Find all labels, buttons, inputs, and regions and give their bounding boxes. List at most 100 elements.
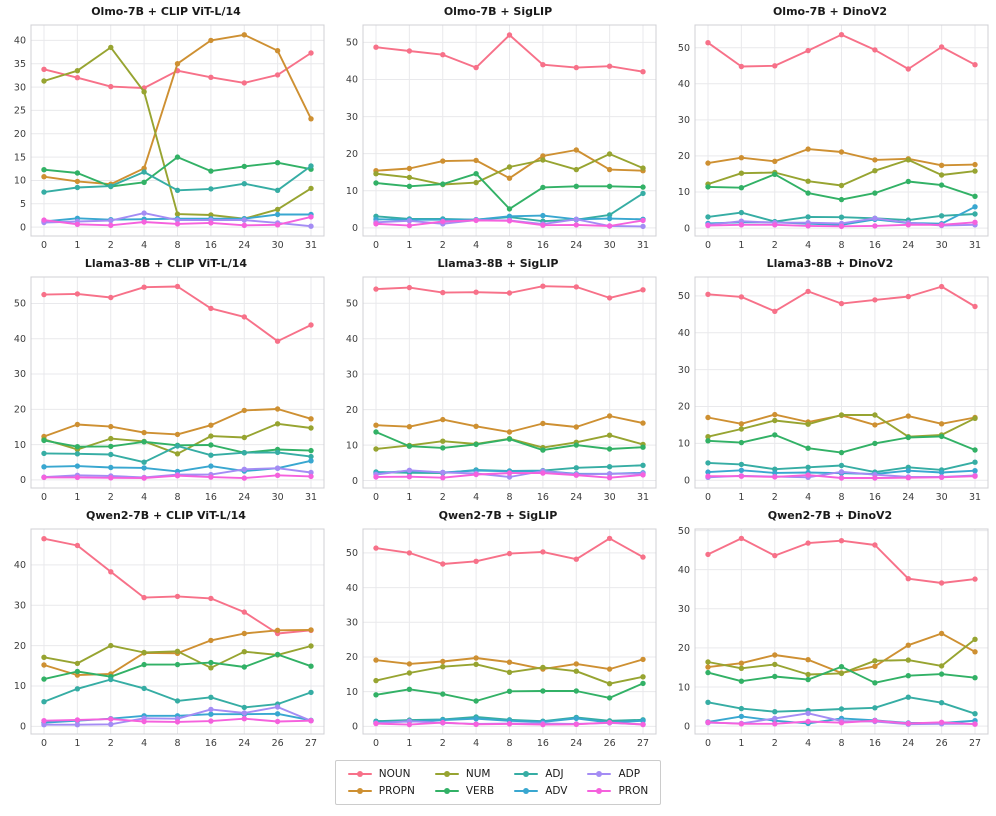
legend-item-num: NUM [434, 766, 494, 782]
figure-legend: NOUN PROPN NUM VERB ADJ ADV ADP PRON [0, 760, 996, 805]
legend-item-adv: ADV [514, 783, 567, 799]
svg-text:30: 30 [346, 112, 358, 123]
svg-text:8: 8 [506, 240, 512, 251]
chart-title: Llama3-8B + CLIP ViT-L/14 [84, 257, 248, 270]
svg-text:20: 20 [14, 641, 26, 652]
svg-text:4: 4 [473, 492, 479, 503]
svg-text:24: 24 [902, 240, 914, 251]
svg-text:30: 30 [936, 240, 948, 251]
svg-text:0: 0 [684, 721, 690, 732]
svg-text:24: 24 [570, 738, 582, 749]
svg-text:0: 0 [41, 738, 47, 749]
svg-text:40: 40 [346, 334, 358, 345]
legend-item-adp: ADP [587, 766, 648, 782]
svg-text:20: 20 [14, 405, 26, 416]
svg-text:2: 2 [440, 738, 446, 749]
legend-label: VERB [465, 785, 495, 797]
svg-text:4: 4 [141, 738, 147, 749]
svg-text:2: 2 [108, 738, 114, 749]
svg-text:4: 4 [473, 240, 479, 251]
svg-text:10: 10 [14, 440, 26, 451]
svg-text:0: 0 [373, 492, 379, 503]
svg-text:40: 40 [678, 328, 690, 339]
svg-text:50: 50 [346, 548, 358, 559]
svg-text:1: 1 [74, 492, 80, 503]
subplot-qwen27b-dinov2: Qwen2-7B + DinoV2 0 1 2 4 8 16 24 26 27 0 10 20 30 40… [664, 506, 996, 754]
svg-text:26: 26 [604, 738, 616, 749]
svg-text:27: 27 [637, 738, 649, 749]
pron-line-marker-icon [587, 786, 612, 796]
svg-text:16: 16 [869, 492, 881, 503]
svg-text:1: 1 [738, 240, 744, 251]
svg-text:0: 0 [20, 722, 26, 733]
svg-text:31: 31 [305, 492, 317, 503]
svg-text:30: 30 [678, 115, 690, 126]
svg-text:35: 35 [14, 59, 26, 70]
legend-label: ADJ [545, 768, 564, 780]
svg-text:30: 30 [936, 492, 948, 503]
svg-text:0: 0 [373, 240, 379, 251]
svg-text:30: 30 [272, 492, 284, 503]
svg-text:16: 16 [537, 492, 549, 503]
legend-box: NOUN PROPN NUM VERB ADJ ADV ADP PRON [334, 760, 662, 805]
svg-text:0: 0 [684, 223, 690, 234]
svg-text:2: 2 [772, 240, 778, 251]
svg-text:8: 8 [506, 738, 512, 749]
svg-text:24: 24 [238, 492, 250, 503]
legend-label: ADV [545, 785, 568, 797]
legend-item-noun: NOUN [347, 766, 415, 782]
subplot-olmo7b-dinov2: Olmo-7B + DinoV2 0 1 2 4 8 16 24 30 31 0 10 20 30 40 5… [664, 2, 996, 254]
svg-text:50: 50 [678, 526, 690, 537]
svg-text:0: 0 [705, 492, 711, 503]
svg-text:4: 4 [141, 492, 147, 503]
svg-text:16: 16 [869, 738, 881, 749]
svg-text:4: 4 [141, 240, 147, 251]
svg-text:1: 1 [406, 240, 412, 251]
svg-text:30: 30 [14, 369, 26, 380]
subplot-llama38b-dinov2: Llama3-8B + DinoV2 0 1 2 4 8 16 24 30 31 0 10 20 30 4… [664, 254, 996, 506]
svg-text:30: 30 [272, 240, 284, 251]
svg-text:8: 8 [838, 240, 844, 251]
svg-text:20: 20 [678, 151, 690, 162]
chart-title: Llama3-8B + SigLIP [437, 257, 559, 270]
svg-text:27: 27 [305, 738, 317, 749]
svg-text:10: 10 [346, 687, 358, 698]
svg-text:30: 30 [346, 618, 358, 629]
svg-text:20: 20 [346, 149, 358, 160]
svg-text:2: 2 [440, 240, 446, 251]
svg-text:50: 50 [346, 38, 358, 49]
svg-text:4: 4 [805, 492, 811, 503]
svg-text:40: 40 [346, 583, 358, 594]
svg-text:24: 24 [570, 240, 582, 251]
svg-text:10: 10 [346, 186, 358, 197]
svg-text:40: 40 [346, 75, 358, 86]
svg-text:10: 10 [346, 440, 358, 451]
svg-text:0: 0 [20, 222, 26, 233]
chart-title: Olmo-7B + CLIP ViT-L/14 [91, 5, 241, 18]
svg-text:1: 1 [74, 240, 80, 251]
svg-text:0: 0 [41, 240, 47, 251]
svg-text:1: 1 [406, 492, 412, 503]
svg-text:25: 25 [14, 106, 26, 117]
adj-line-marker-icon [514, 769, 539, 779]
svg-text:40: 40 [14, 334, 26, 345]
svg-text:10: 10 [678, 439, 690, 450]
svg-text:40: 40 [678, 565, 690, 576]
svg-text:0: 0 [705, 738, 711, 749]
svg-text:50: 50 [678, 43, 690, 54]
subplot-qwen27b-siglip: Qwen2-7B + SigLIP 0 1 2 4 8 16 24 26 27 0 10 20 30 40… [332, 506, 664, 754]
svg-text:1: 1 [738, 738, 744, 749]
svg-text:30: 30 [14, 600, 26, 611]
verb-line-marker-icon [434, 786, 459, 796]
svg-text:30: 30 [678, 604, 690, 615]
svg-text:40: 40 [678, 79, 690, 90]
svg-text:1: 1 [74, 738, 80, 749]
svg-text:0: 0 [20, 475, 26, 486]
svg-text:16: 16 [205, 492, 217, 503]
svg-text:30: 30 [604, 492, 616, 503]
svg-text:24: 24 [238, 738, 250, 749]
legend-item-verb: VERB [434, 783, 495, 799]
svg-text:15: 15 [14, 152, 26, 163]
